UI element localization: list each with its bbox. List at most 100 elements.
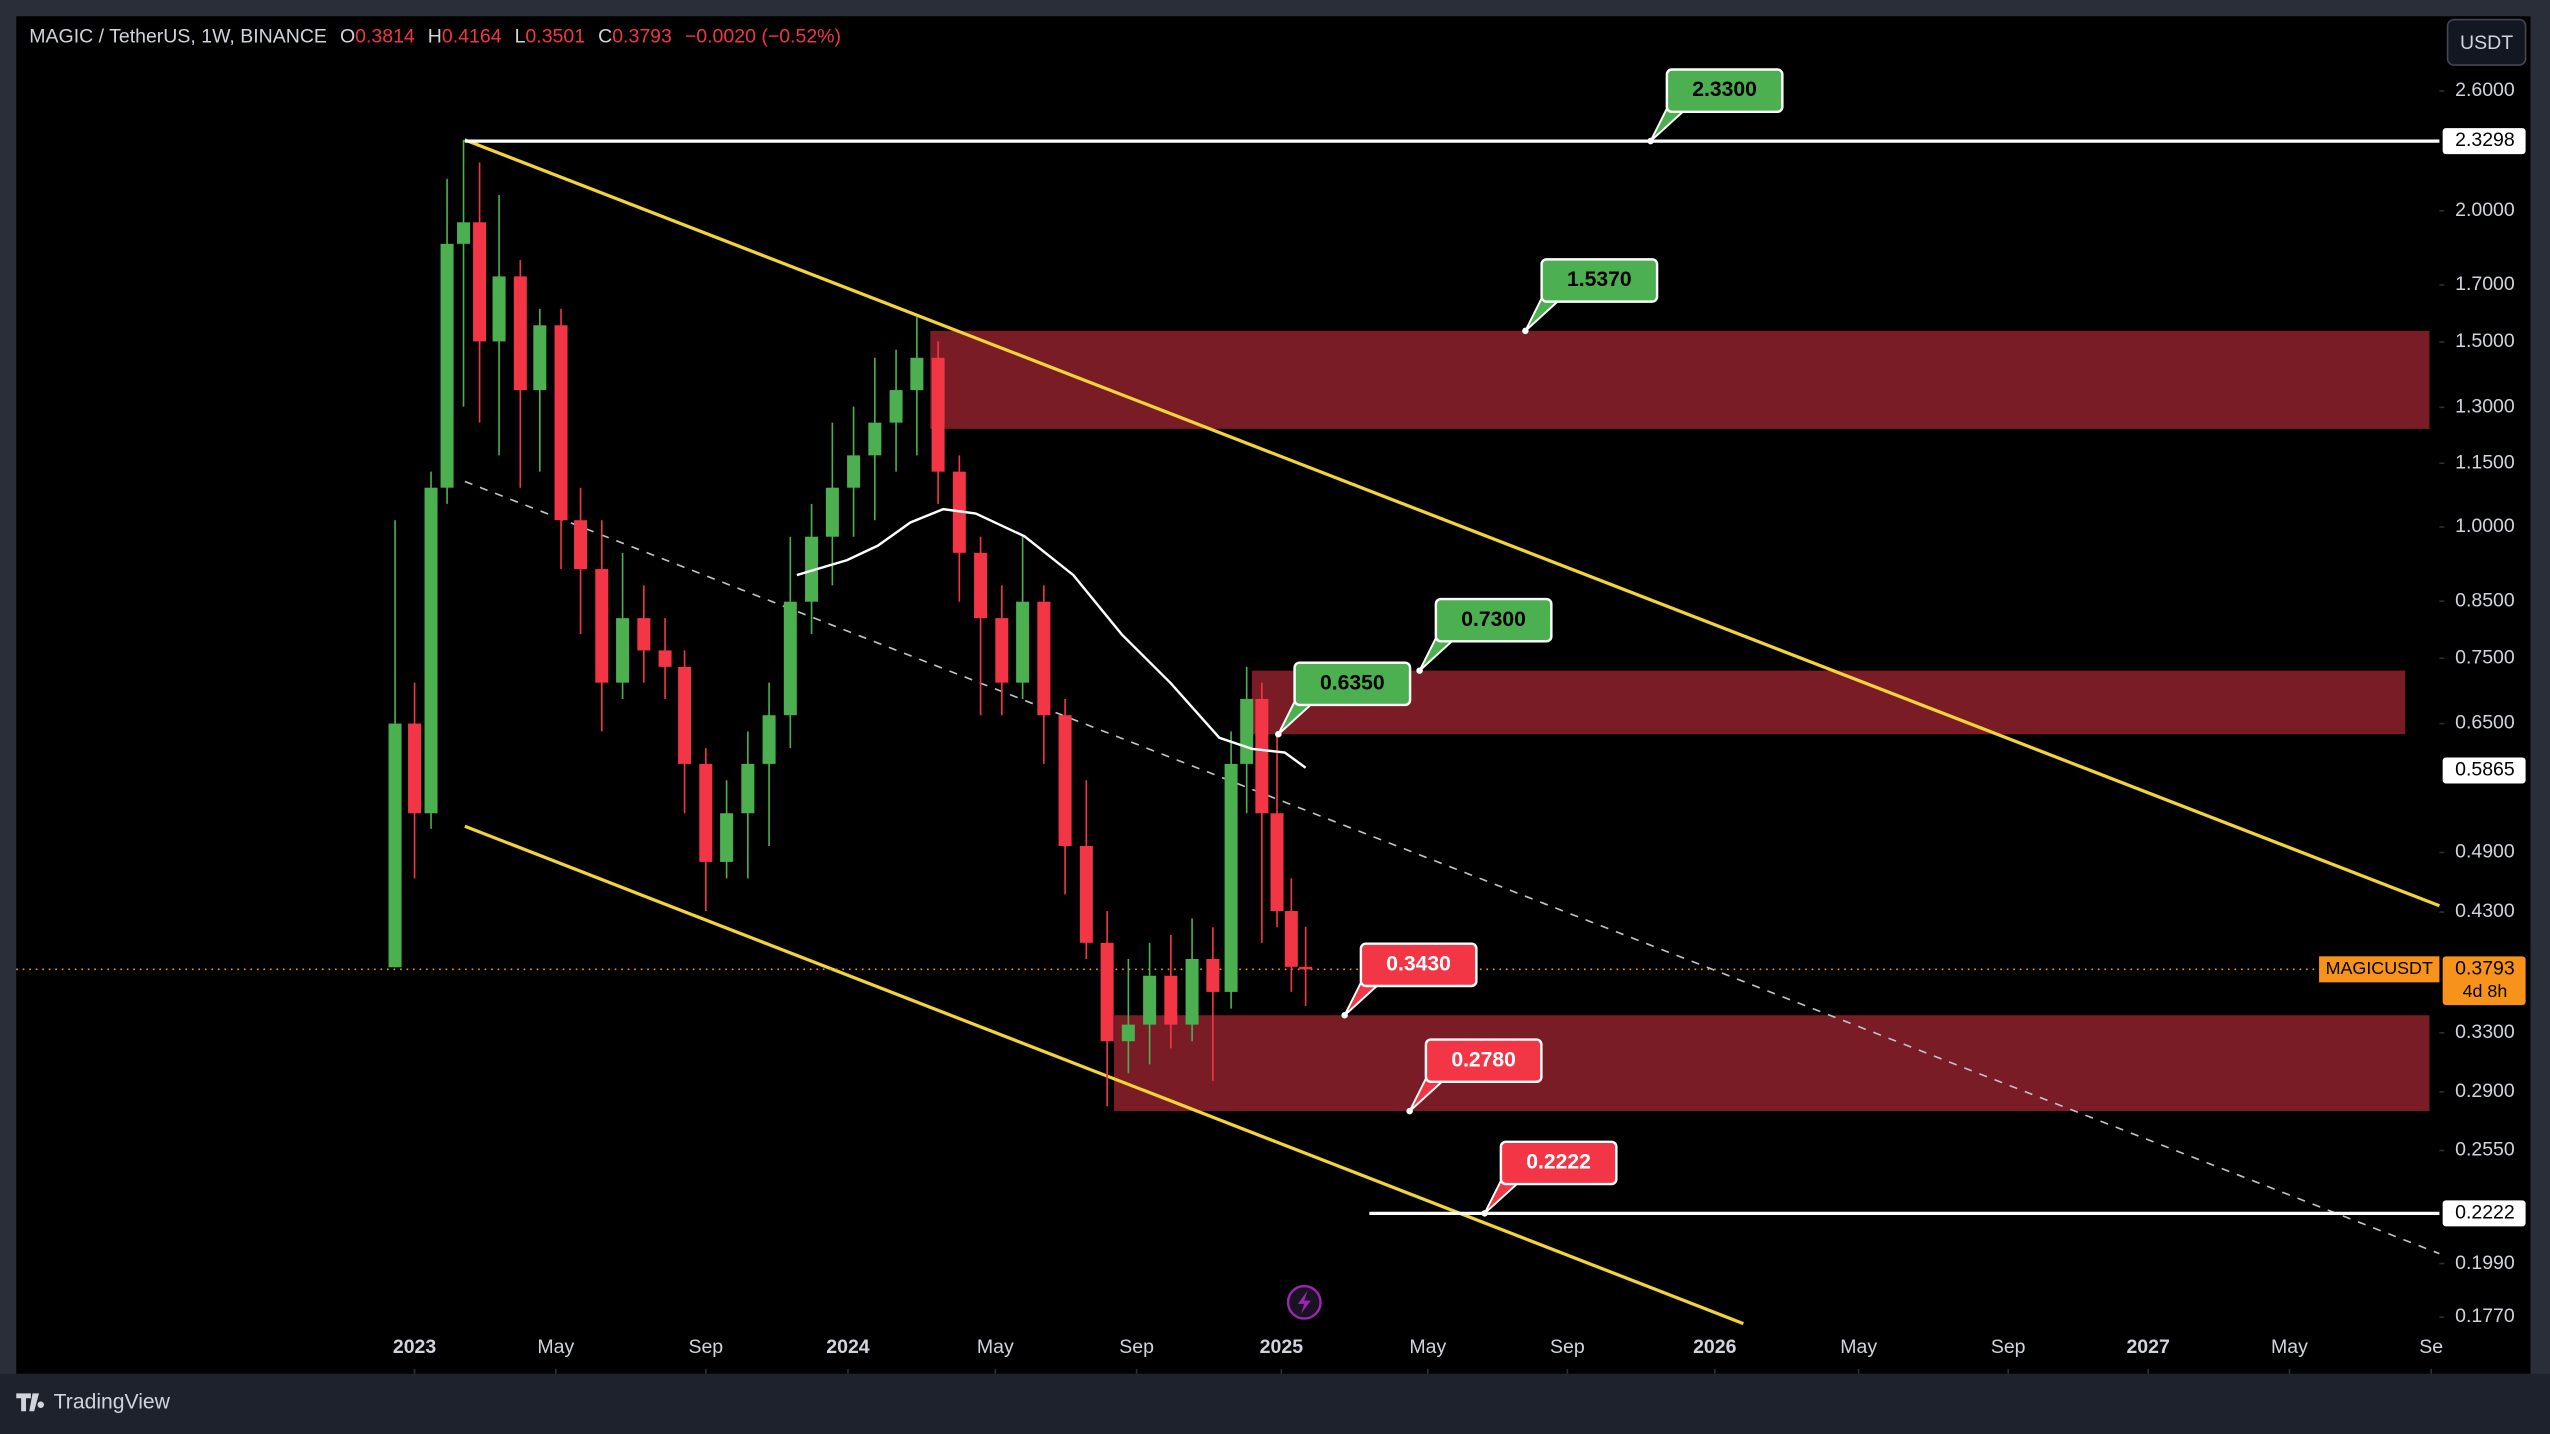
candle-body (889, 390, 903, 423)
x-tick-label: 2026 (1693, 1336, 1737, 1358)
price-callout: 0.6350 (1275, 661, 1412, 738)
last-price-box (2442, 956, 2526, 1006)
candle-body (995, 618, 1009, 683)
events-icon[interactable] (1286, 1284, 1322, 1320)
candle-body (762, 715, 776, 764)
ohlc-value: 0.3501 (525, 26, 585, 48)
candle-body (1143, 975, 1157, 1025)
candle-body (783, 601, 797, 716)
candle-body (457, 222, 471, 244)
zone (1114, 1015, 2430, 1112)
candle-body (974, 552, 988, 619)
candle-body (699, 763, 713, 862)
candle-body (1058, 715, 1072, 847)
plot-area: 2.6000 2.0000 1.7000 1.5000 1.3000 1.1500 1.00… (16, 68, 2526, 1374)
candle-body (533, 325, 547, 391)
candle-body (637, 618, 651, 651)
y-tick-label: 0.3300 (2455, 1021, 2515, 1043)
countdown-label: 4d 8h (2463, 981, 2508, 1001)
callout-label: 0.6350 (1320, 671, 1385, 694)
candle-body (868, 422, 882, 456)
brand-name[interactable]: TradingView (54, 1391, 171, 1414)
callout-label: 0.2222 (1526, 1151, 1591, 1174)
candle-body (720, 813, 734, 862)
x-tick-label: Sep (1991, 1336, 2026, 1358)
x-tick-label: May (537, 1336, 574, 1358)
price-callout: 0.2222 (1481, 1140, 1618, 1217)
brand[interactable]: TradingView (16, 1391, 171, 1414)
symbol-title: MAGIC / TetherUS, 1W, BINANCE (29, 26, 327, 48)
currency-button[interactable]: USDT (2446, 18, 2527, 66)
candle-body (1016, 601, 1030, 683)
y-tick-label: 0.2900 (2455, 1080, 2515, 1102)
x-tick-label: May (1840, 1336, 1877, 1358)
price-callout: 0.3430 (1341, 942, 1478, 1019)
price-change: −0.0020 (−0.52%) (685, 26, 841, 48)
ohlc-key: C (598, 26, 612, 48)
y-tick-label: 0.4300 (2455, 900, 2515, 922)
candle-body (678, 666, 692, 764)
price-callout: 0.7300 (1416, 597, 1553, 674)
callout-box (1434, 597, 1553, 643)
y-tick-label: 0.7500 (2455, 646, 2515, 668)
callout-box (1665, 68, 1784, 114)
candle-body (1164, 975, 1178, 1025)
callout-label: 0.7300 (1461, 608, 1526, 631)
candle-body (1121, 1024, 1135, 1042)
candle-body (910, 357, 924, 391)
candle-body (931, 357, 945, 472)
callout-anchor (1275, 730, 1282, 738)
trendline (464, 824, 1744, 1326)
candle-body (1185, 958, 1199, 1025)
events-bolt[interactable] (1297, 1290, 1311, 1314)
last-price-label: 0.3793 (2455, 957, 2515, 979)
ma-price-label: 0.5865 (2455, 759, 2515, 781)
candle-body (1037, 601, 1051, 716)
candle-body (424, 487, 438, 814)
price-callout: 1.5370 (1522, 258, 1659, 335)
ohlc-value: 0.3814 (355, 26, 415, 48)
symbol-label: MAGICUSDT (2326, 958, 2433, 978)
currency-button-bg[interactable] (2446, 18, 2527, 66)
callout-label: 1.5370 (1567, 268, 1632, 291)
price-callout: 0.2780 (1406, 1038, 1543, 1115)
candle-body (1079, 846, 1093, 943)
callout-label: 2.3300 (1692, 78, 1757, 101)
candle-body (1299, 966, 1313, 970)
currency-label[interactable]: USDT (2460, 32, 2513, 54)
x-tick-label: Se (2419, 1336, 2443, 1358)
callout-anchor (1481, 1210, 1488, 1217)
callout-box (1359, 942, 1478, 988)
y-tick-label: 1.5000 (2455, 330, 2515, 352)
candle-body (1284, 911, 1298, 967)
level-price-label: 0.2222 (2455, 1201, 2515, 1223)
y-tick-label: 0.1990 (2455, 1252, 2515, 1274)
callout-anchor (1416, 667, 1423, 674)
y-tick-label: 0.6500 (2455, 712, 2515, 734)
y-tick-label: 0.4900 (2455, 841, 2515, 863)
candle-body (388, 723, 402, 968)
candle-body (595, 569, 609, 683)
candle-body (805, 536, 819, 602)
candle-body (473, 222, 487, 342)
y-tick-label: 1.3000 (2455, 395, 2515, 417)
callout-anchor (1406, 1107, 1413, 1115)
candle-body (741, 763, 755, 814)
brand-logo[interactable] (16, 1393, 44, 1412)
y-tick-label: 0.2550 (2455, 1139, 2515, 1161)
candle-body (492, 276, 506, 342)
callout-box (1540, 258, 1659, 303)
x-tick-label: Sep (1550, 1336, 1585, 1358)
candle-body (408, 723, 422, 814)
trendline (464, 480, 2440, 1255)
x-tick-label: May (2271, 1336, 2308, 1358)
ma-price-box (2442, 757, 2526, 784)
footer-bar (0, 1373, 2550, 1434)
ohlc-key: H (428, 26, 442, 48)
candle-body (513, 276, 527, 391)
candle-body (847, 455, 861, 488)
trendline (464, 138, 2441, 908)
candle-body (1255, 698, 1269, 814)
x-tick-label: 2023 (393, 1336, 437, 1358)
